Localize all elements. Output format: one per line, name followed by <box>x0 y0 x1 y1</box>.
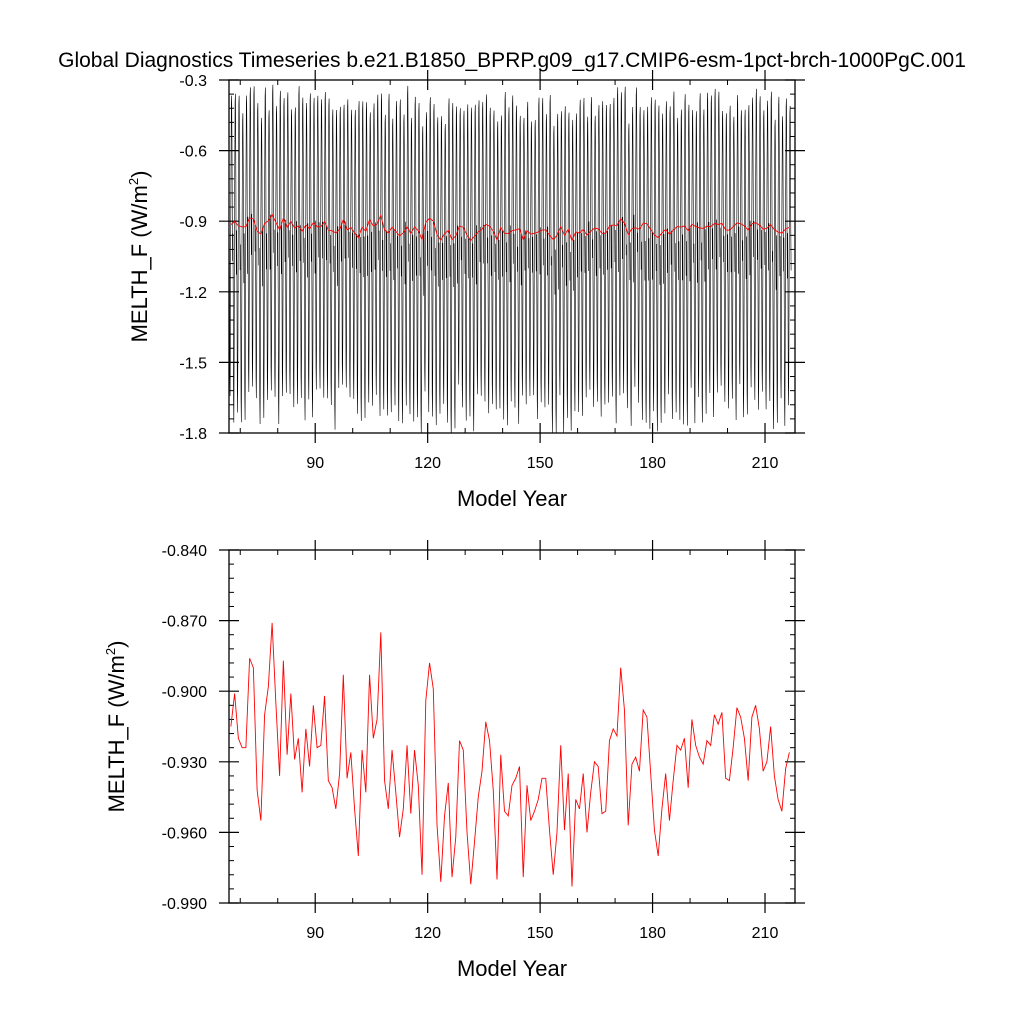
x-tick-label: 120 <box>414 455 441 472</box>
y-tick-label: -0.9 <box>179 214 207 231</box>
y-tick-label: -0.930 <box>162 755 207 772</box>
y-tick-label: -0.900 <box>162 684 207 701</box>
annual-mean-line <box>230 213 790 242</box>
x-tick-label: 150 <box>527 925 554 942</box>
x-tick-label: 210 <box>752 455 779 472</box>
x-tick-label: 210 <box>752 925 779 942</box>
x-tick-label: 90 <box>306 455 324 472</box>
y-axis-label: MELTH_F (W/m2) <box>103 641 129 813</box>
monthly-line <box>229 84 792 433</box>
y-tick-label: -0.960 <box>162 825 207 842</box>
x-tick-label: 120 <box>414 925 441 942</box>
y-tick-label: -1.2 <box>179 285 207 302</box>
annual-mean-line <box>230 622 790 887</box>
x-tick-label: 180 <box>639 925 666 942</box>
y-tick-label: -0.990 <box>162 896 207 913</box>
plot-frame <box>228 549 796 904</box>
y-tick-label: -0.870 <box>162 614 207 631</box>
plot-frame <box>228 79 796 434</box>
annual-timeseries-panel: 90 120 150 180 210 -0.840 -0.870 -0.900 -0.930 -0… <box>103 540 805 981</box>
x-axis-label: Model Year <box>457 956 567 981</box>
y-tick-label: -1.8 <box>179 426 207 443</box>
x-tick-label: 150 <box>527 455 554 472</box>
page-title: Global Diagnostics Timeseries b.e21.B185… <box>58 49 966 72</box>
y-tick-label: -0.840 <box>162 543 207 560</box>
x-tick-label: 90 <box>306 925 324 942</box>
y-tick-label: -1.5 <box>179 355 207 372</box>
y-tick-label: -0.3 <box>179 73 207 90</box>
y-axis-label: MELTH_F (W/m2) <box>126 171 152 343</box>
monthly-timeseries-panel: 90 120 150 180 210 -0.3 -0.6 -0.9 -1.2 -1.5 -1.8 Mo… <box>126 70 805 511</box>
x-axis-label: Model Year <box>457 486 567 511</box>
y-tick-label: -0.6 <box>179 144 207 161</box>
x-tick-label: 180 <box>639 455 666 472</box>
